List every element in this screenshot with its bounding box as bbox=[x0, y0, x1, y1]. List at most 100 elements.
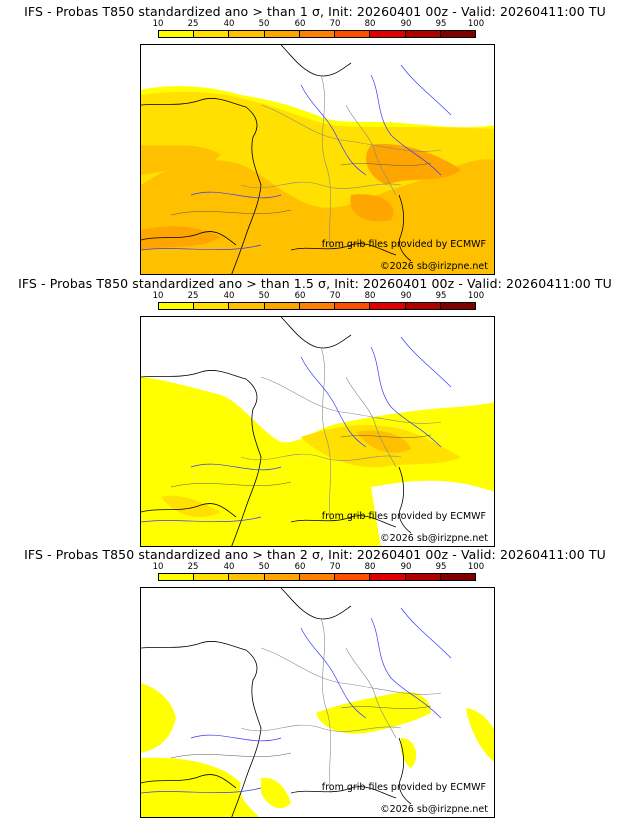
colorbar-tick: 50 bbox=[258, 562, 270, 572]
coastline bbox=[398, 194, 412, 262]
border bbox=[260, 376, 442, 424]
border bbox=[320, 346, 332, 523]
colorbar-ticks: 10 25 40 50 60 70 80 90 95 100 bbox=[140, 562, 495, 572]
copyright-credit: ©2026 sb@irizpne.net bbox=[380, 533, 488, 544]
colorbar-tick: 90 bbox=[400, 19, 412, 29]
colorbar-ticks: 10 25 40 50 60 70 80 90 95 100 bbox=[140, 291, 495, 301]
colorbar-segment bbox=[405, 31, 441, 37]
colorbar-tick: 50 bbox=[258, 19, 270, 29]
map-svg bbox=[141, 317, 494, 546]
border bbox=[240, 453, 402, 461]
coastline bbox=[290, 243, 397, 256]
coastline bbox=[398, 466, 412, 534]
river bbox=[370, 74, 442, 176]
colorbar-tick: 90 bbox=[400, 562, 412, 572]
river bbox=[141, 244, 262, 251]
colorbar-segment bbox=[229, 303, 265, 309]
river bbox=[300, 84, 367, 176]
relief-contour bbox=[340, 705, 432, 709]
colorbar-segment bbox=[299, 31, 336, 37]
river bbox=[300, 627, 367, 719]
colorbar-tick: 70 bbox=[329, 19, 341, 29]
coastline bbox=[141, 503, 237, 518]
colorbar bbox=[158, 302, 476, 310]
river bbox=[141, 787, 262, 794]
prob-area-yellow bbox=[466, 708, 494, 762]
prob-area-orange bbox=[141, 145, 221, 175]
colorbar-tick: 60 bbox=[294, 19, 306, 29]
colorbar-segment bbox=[335, 303, 371, 309]
river bbox=[190, 191, 282, 199]
colorbar-tick: 90 bbox=[400, 291, 412, 301]
colorbar-tick: 10 bbox=[152, 19, 164, 29]
colorbar-segment bbox=[229, 574, 265, 580]
colorbar-tick: 10 bbox=[152, 291, 164, 301]
colorbar-segment bbox=[159, 303, 195, 309]
source-credit: from grib files provided by ECMWF bbox=[321, 239, 486, 250]
colorbar-tick: 80 bbox=[364, 562, 376, 572]
coastline bbox=[141, 370, 262, 546]
colorbar-tick: 40 bbox=[223, 19, 235, 29]
colorbar-tick: 70 bbox=[329, 291, 341, 301]
source-credit: from grib files provided by ECMWF bbox=[321, 782, 486, 793]
colorbar-segment bbox=[370, 31, 406, 37]
prob-area-yellow bbox=[316, 691, 431, 734]
colorbar-tick: 40 bbox=[223, 562, 235, 572]
prob-area-dark-orange bbox=[366, 144, 461, 185]
colorbar-segment bbox=[159, 574, 195, 580]
coastline bbox=[398, 737, 412, 805]
colorbar-segment bbox=[194, 31, 230, 37]
border bbox=[345, 647, 397, 739]
colorbar-tick: 25 bbox=[187, 19, 199, 29]
panel-title: IFS - Probas T850 standardized ano > tha… bbox=[24, 547, 606, 562]
river bbox=[141, 516, 262, 523]
copyright-credit: ©2026 sb@irizpne.net bbox=[380, 804, 488, 815]
prob-area-yellow bbox=[400, 738, 417, 768]
probability-map: from grib files provided by ECMWF ©2026 … bbox=[140, 587, 495, 818]
colorbar-tick: 40 bbox=[223, 291, 235, 301]
colorbar-tick: 60 bbox=[294, 291, 306, 301]
colorbar-tick: 60 bbox=[294, 562, 306, 572]
border bbox=[345, 104, 397, 196]
colorbar-tick: 95 bbox=[435, 562, 447, 572]
colorbar-segment bbox=[405, 574, 441, 580]
colorbar bbox=[158, 30, 476, 38]
colorbar-segment bbox=[405, 303, 441, 309]
border bbox=[240, 724, 402, 732]
panel-3: IFS - Probas T850 standardized ano > tha… bbox=[0, 547, 630, 819]
copyright-credit: ©2026 sb@irizpne.net bbox=[380, 261, 488, 272]
probability-map: from grib files provided by ECMWF ©2026 … bbox=[140, 44, 495, 275]
colorbar bbox=[158, 573, 476, 581]
river bbox=[400, 64, 452, 116]
colorbar-segment bbox=[194, 574, 230, 580]
colorbar-tick: 70 bbox=[329, 562, 341, 572]
panel-title: IFS - Probas T850 standardized ano > tha… bbox=[18, 276, 612, 291]
colorbar-segment bbox=[440, 31, 475, 37]
colorbar-tick: 100 bbox=[467, 291, 485, 301]
border bbox=[260, 647, 442, 695]
river bbox=[370, 617, 442, 719]
river bbox=[190, 463, 282, 471]
border bbox=[320, 74, 332, 251]
panel-1: IFS - Probas T850 standardized ano > tha… bbox=[0, 4, 630, 276]
prob-area-dark-orange bbox=[141, 226, 221, 250]
colorbar-segment bbox=[440, 574, 475, 580]
colorbar-segment bbox=[299, 574, 336, 580]
colorbar-ticks: 10 25 40 50 60 70 80 90 95 100 bbox=[140, 19, 495, 29]
prob-area-dark-orange bbox=[350, 194, 394, 222]
colorbar-segment bbox=[264, 303, 300, 309]
colorbar-segment bbox=[370, 574, 406, 580]
prob-area-orange bbox=[141, 159, 494, 274]
colorbar-tick: 50 bbox=[258, 291, 270, 301]
river bbox=[400, 336, 452, 388]
panel-title: IFS - Probas T850 standardized ano > tha… bbox=[24, 4, 606, 19]
coastline bbox=[141, 231, 237, 246]
prob-area-light-orange bbox=[161, 495, 221, 517]
prob-area-yellow bbox=[261, 777, 291, 809]
prob-area-yellow bbox=[141, 757, 260, 817]
colorbar-segment bbox=[370, 303, 406, 309]
coastline bbox=[280, 45, 352, 77]
border bbox=[260, 104, 442, 152]
coastline bbox=[141, 98, 262, 274]
river bbox=[300, 356, 367, 448]
